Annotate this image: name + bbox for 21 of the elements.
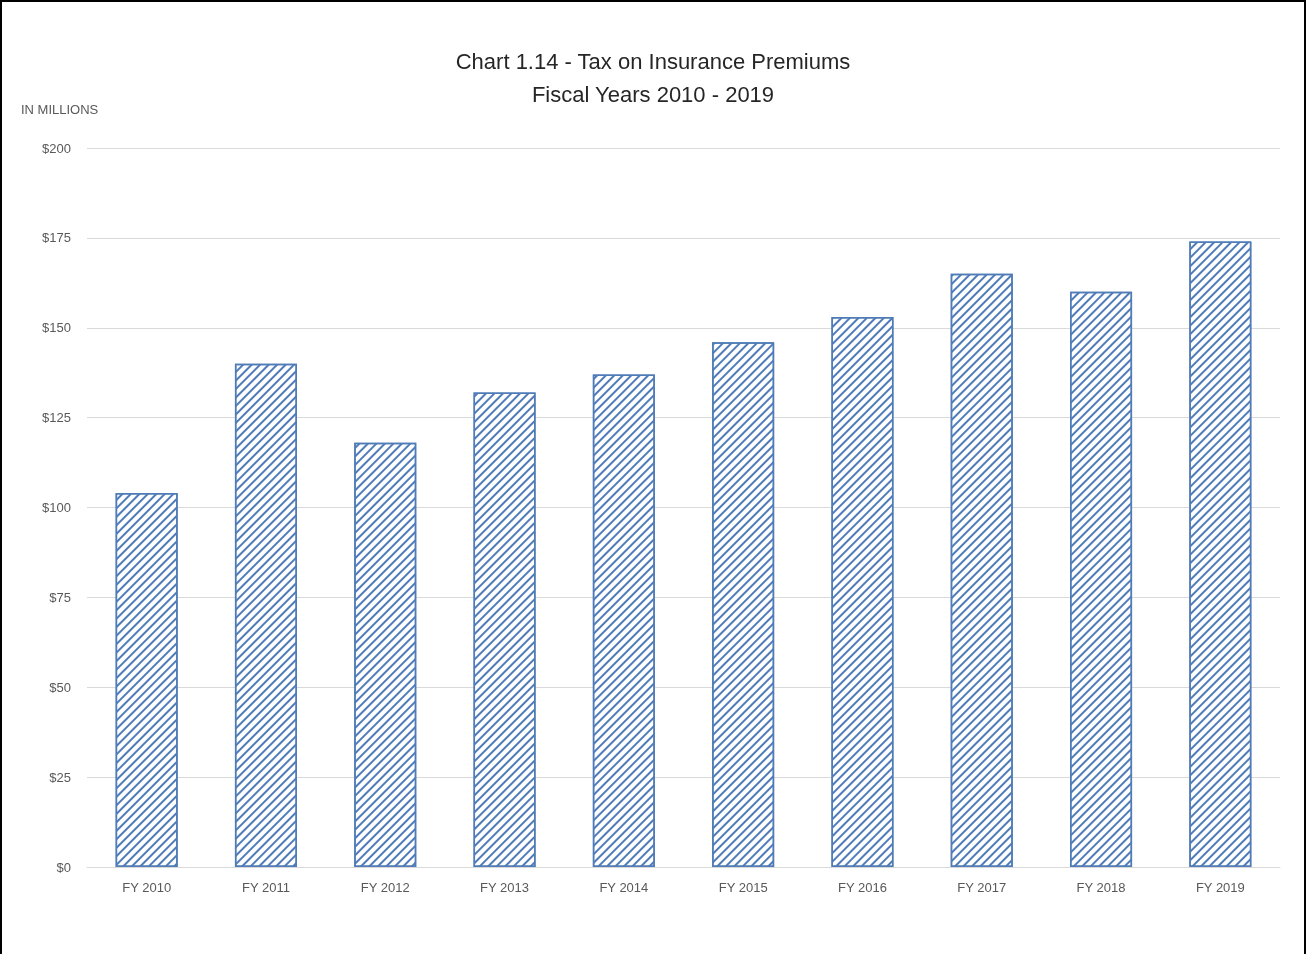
y-tick-label: $100 <box>42 500 71 515</box>
x-tick-label: FY 2015 <box>718 880 768 895</box>
x-tick-label: FY 2016 <box>837 880 887 895</box>
x-tick-label: FY 2010 <box>122 880 172 895</box>
chart-title: Chart 1.14 - Tax on Insurance Premiums Fiscal Years 2010 - 2019 <box>455 49 851 107</box>
y-tick-label: $200 <box>42 140 71 156</box>
x-tick-label: FY 2017 <box>957 880 1007 895</box>
x-tick-label: FY 2013 <box>480 880 530 895</box>
x-tick-label: FY 2012 <box>360 880 410 895</box>
y-tick-label: $25 <box>49 769 71 785</box>
y-tick-label: $150 <box>42 320 71 336</box>
y-tick-label: $175 <box>42 230 71 246</box>
x-tick-label: FY 2018 <box>1076 880 1126 895</box>
y-tick-label: $50 <box>49 679 71 695</box>
x-tick-label: FY 2011 <box>241 880 290 895</box>
y-tick-label: $75 <box>49 589 71 605</box>
y-axis-title: IN MILLIONS <box>21 102 99 117</box>
y-tick-label: $125 <box>42 410 71 426</box>
x-tick-label: FY 2019 <box>1195 880 1245 895</box>
y-tick-label: $0 <box>56 859 71 875</box>
x-tick-label: FY 2014 <box>599 880 649 895</box>
